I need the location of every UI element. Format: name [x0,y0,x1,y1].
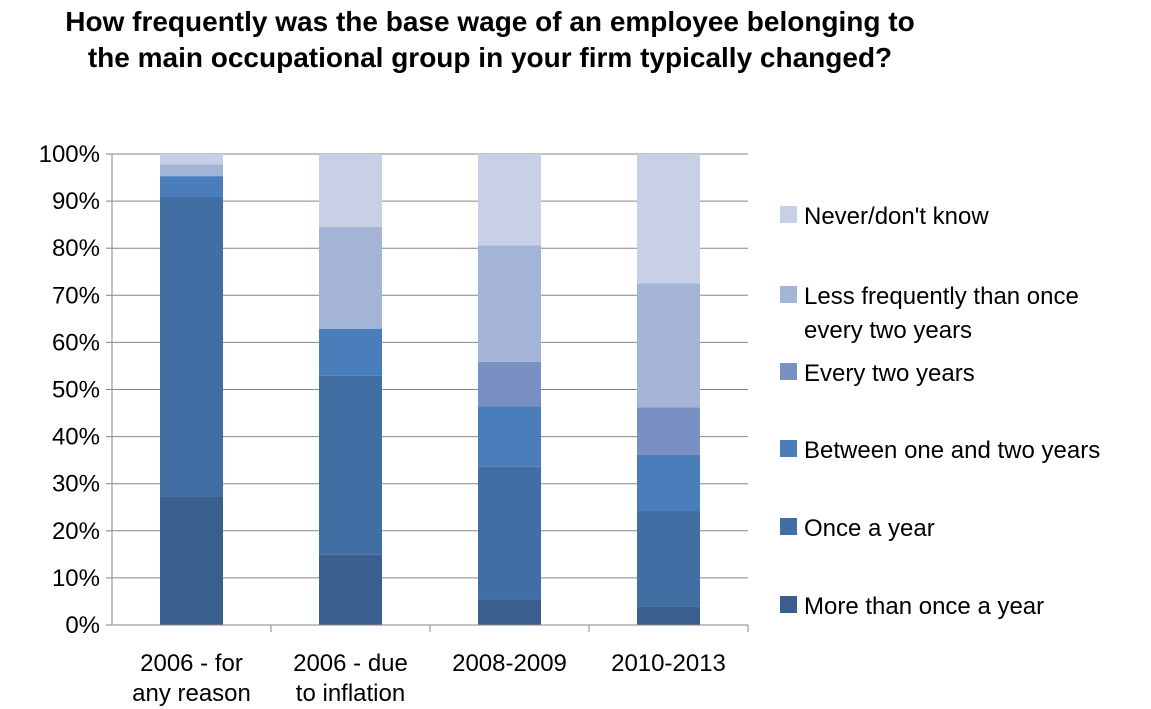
bar-segment [319,554,382,625]
bar-segment [637,511,700,607]
x-tick-label: 2008-2009 [452,650,567,677]
y-tick-label: 10% [52,565,100,592]
bar-segment [160,164,223,177]
x-tick-label: 2006 - due [293,650,408,677]
bar-segment [478,245,541,362]
bar-segment [478,466,541,600]
legend-label: Every two years [804,360,975,387]
legend-label: Once a year [804,515,935,542]
legend-label: Less frequently than once every two year… [804,283,1079,344]
legend-item: More than once a year [780,590,1134,624]
y-tick-label: 80% [52,235,100,262]
bar-segment [160,176,223,197]
bar-segment [478,154,541,246]
bar-segment [637,283,700,408]
bar-segment [160,154,223,165]
legend-item: Between one and two years [780,434,1134,468]
bar-segment [637,606,700,625]
y-tick-label: 30% [52,471,100,498]
bar-segment [637,407,700,455]
y-tick-label: 50% [52,377,100,404]
y-tick-label: 70% [52,282,100,309]
legend-swatch [780,206,797,223]
y-tick-label: 40% [52,424,100,451]
x-tick-label: any reason [132,680,251,707]
y-tick-label: 100% [39,141,100,168]
x-tick-label: 2010-2013 [611,650,726,677]
y-tick-label: 0% [65,612,100,639]
y-tick-label: 20% [52,518,100,545]
bar-segment [319,154,382,228]
legend-label: Between one and two years [804,437,1101,464]
y-tick-label: 60% [52,329,100,356]
bar-segment [637,154,700,284]
legend-swatch [780,440,797,457]
legend-item: Never/don't know [780,200,1134,234]
bar-segment [478,599,541,625]
legend-swatch [780,363,797,380]
legend-label: Never/don't know [804,203,989,230]
legend-item: Less frequently than once every two year… [780,280,1134,348]
legend-label: More than once a year [804,593,1045,620]
legend-item: Once a year [780,512,1134,546]
bar-segment [319,328,382,376]
bar-segment [160,196,223,497]
bar-segment [637,454,700,512]
bar-segment [319,227,382,329]
x-tick-label: to inflation [296,680,405,707]
bar-segment [478,361,541,407]
legend-swatch [780,596,797,613]
legend-swatch [780,286,797,303]
bar-segment [319,375,382,555]
bar-segment [160,496,223,625]
legend-swatch [780,518,797,535]
chart-title: How frequently was the base wage of an e… [65,6,915,73]
y-tick-label: 90% [52,188,100,215]
bar-segment [478,406,541,467]
x-tick-label: 2006 - for [140,650,243,677]
legend-item: Every two years [780,357,1134,391]
